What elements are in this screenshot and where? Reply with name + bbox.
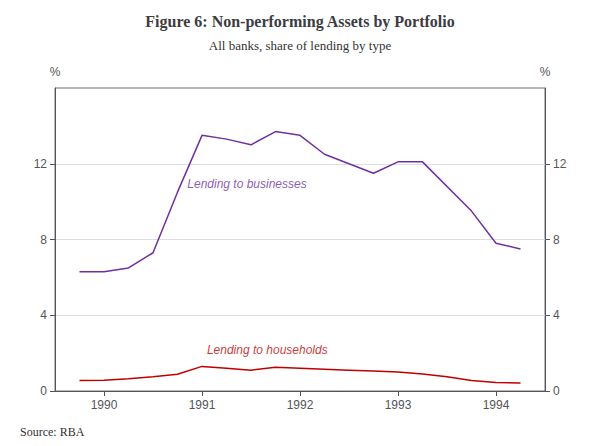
svg-text:1991: 1991: [189, 398, 216, 412]
svg-text:Source: RBA: Source: RBA: [20, 425, 85, 439]
svg-text:All banks, share of lending by: All banks, share of lending by type: [209, 38, 392, 53]
svg-text:1993: 1993: [385, 398, 412, 412]
svg-text:Figure 6: Non-performing Asset: Figure 6: Non-performing Assets by Portf…: [145, 13, 454, 31]
svg-text:0: 0: [40, 384, 47, 398]
svg-text:12: 12: [553, 157, 567, 171]
svg-text:0: 0: [553, 384, 560, 398]
svg-text:4: 4: [553, 308, 560, 322]
svg-text:Lending to businesses: Lending to businesses: [187, 177, 306, 191]
svg-text:%: %: [50, 65, 61, 79]
svg-text:12: 12: [34, 157, 48, 171]
svg-text:4: 4: [40, 308, 47, 322]
svg-text:8: 8: [553, 233, 560, 247]
svg-text:8: 8: [40, 233, 47, 247]
svg-text:1994: 1994: [483, 398, 510, 412]
svg-text:%: %: [540, 65, 551, 79]
svg-text:1990: 1990: [91, 398, 118, 412]
svg-text:Lending to households: Lending to households: [207, 343, 328, 357]
svg-text:1992: 1992: [287, 398, 314, 412]
